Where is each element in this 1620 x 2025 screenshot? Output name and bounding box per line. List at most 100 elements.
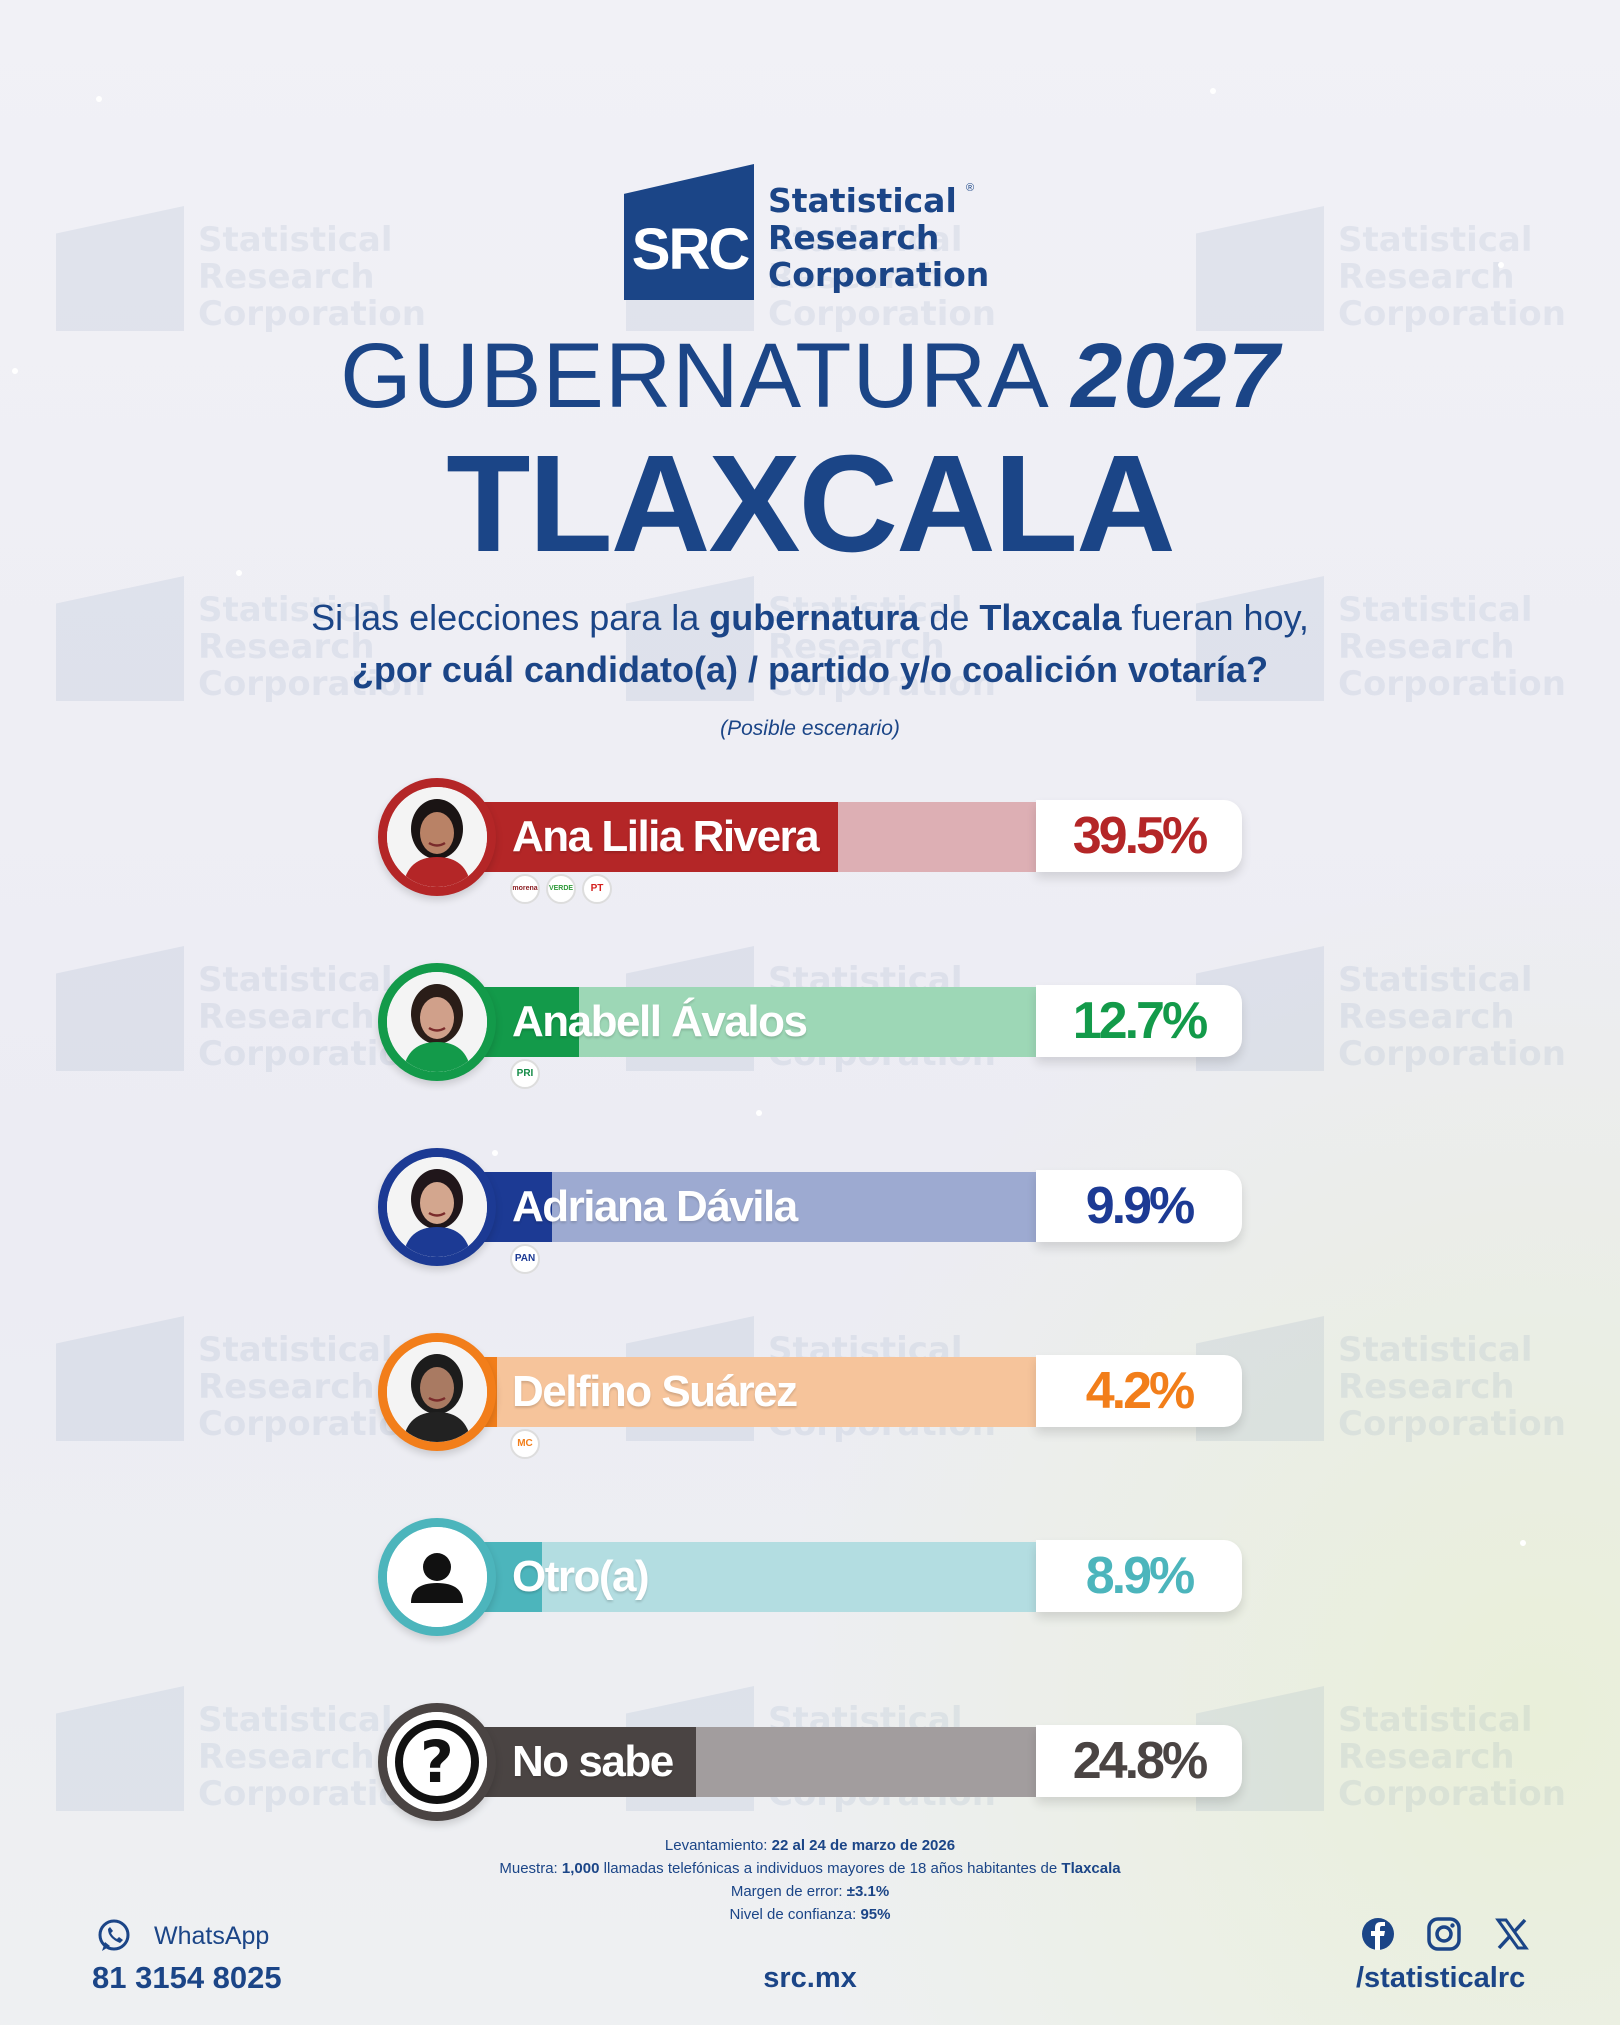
whatsapp-label[interactable]: WhatsApp [154, 1922, 270, 1950]
data-label-otro-a: 8.9% [1085, 1547, 1196, 1605]
sparkle-dot [96, 96, 102, 102]
bar-row-delfino-suarez: 4.2% Delfino Suárez MC [376, 1315, 1246, 1459]
bar-row-no-sabe: 24.8% No sabe? [376, 1685, 1246, 1821]
scenario-note: (Posible escenario) [720, 717, 900, 740]
sample-text: llamadas telefónicas a individuos mayore… [599, 1860, 1062, 1877]
sample-line: Muestra: 1,000 llamadas telefónicas a in… [0, 1857, 1620, 1880]
category-label-ana-lilia-rivera: Ana Lilia Rivera [512, 812, 820, 861]
data-label-anabell-avalos: 12.7% [1072, 992, 1208, 1050]
sparkle-dot [1210, 88, 1216, 94]
bar-track [456, 1357, 1036, 1427]
sample-place: Tlaxcala [1061, 1860, 1121, 1877]
margin-value: ±3.1% [846, 1883, 890, 1900]
party-logo-mc: MC [510, 1429, 540, 1459]
sparkle-dot [1520, 1540, 1526, 1546]
methodology-note: Levantamiento: 22 al 24 de marzo de 2026… [0, 1834, 1620, 1926]
category-label-adriana-davila: Adriana Dávila [512, 1182, 798, 1231]
data-label-no-sabe: 24.8% [1072, 1732, 1208, 1790]
bar-row-adriana-davila: 9.9% Adriana Dávila PAN [376, 1130, 1246, 1274]
brand-watermark: Statistical Research Corporation [1196, 946, 1566, 1076]
instagram-icon[interactable] [1426, 1916, 1462, 1952]
brand-watermark: Statistical Research Corporation [56, 1316, 426, 1446]
party-logo-pt: PT [582, 874, 612, 904]
logo-wordmark: Statistical Research Corporation [768, 182, 989, 293]
website-link[interactable]: src.mx [763, 1962, 857, 1994]
brand-watermark: Statistical Research Corporation [56, 946, 426, 1076]
survey-question: Si las elecciones para la gubernatura de… [0, 592, 1620, 696]
candidate-avatar [378, 778, 496, 896]
candidate-avatar [378, 1148, 496, 1266]
party-logo-pri: PRI [510, 1059, 540, 1089]
party-logo-verde: VERDE [546, 874, 576, 904]
person-icon [387, 1527, 487, 1627]
value-box: 8.9% [1036, 1540, 1242, 1612]
bar-track [456, 1542, 1036, 1612]
registered-mark: ® [966, 182, 975, 194]
sparkle-dot [1498, 262, 1504, 268]
q-text-d: Tlaxcala [979, 597, 1122, 638]
bar-ana-lilia-rivera [456, 802, 838, 872]
bar-row-otro-a: 8.9% Otro(a) [376, 1500, 1246, 1636]
confidence-line: Nivel de confianza: 95% [0, 1903, 1620, 1926]
candidate-avatar [378, 1333, 496, 1451]
fieldwork-line: Levantamiento: 22 al 24 de marzo de 2026 [0, 1834, 1620, 1857]
q-text-b: gubernatura [709, 597, 920, 638]
candidate-photo-icon [387, 972, 487, 1072]
logo-line-2: Research [768, 218, 940, 257]
party-logo-morena: morena [510, 874, 540, 904]
category-label-delfino-suarez: Delfino Suárez [512, 1367, 798, 1416]
value-box: 39.5% [1036, 800, 1242, 872]
question-line-1: Si las elecciones para la gubernatura de… [0, 592, 1620, 644]
avatar: ? [378, 1703, 496, 1821]
logo-line-3: Corporation [768, 255, 990, 294]
data-label-delfino-suarez: 4.2% [1085, 1362, 1196, 1420]
brand-watermark: Statistical Research Corporation [1196, 1686, 1566, 1816]
logo-mark-text: SRC [631, 217, 750, 282]
margin-line: Margen de error: ±3.1% [0, 1880, 1620, 1903]
sample-label: Muestra: [499, 1860, 562, 1877]
bar-row-ana-lilia-rivera: 39.5% Ana Lilia Rivera morena VERDE PT [376, 760, 1246, 904]
x-icon[interactable] [1494, 1916, 1530, 1952]
title-prefix: GUBERNATURA [340, 325, 1045, 427]
category-label-anabell-avalos: Anabell Ávalos [512, 997, 808, 1046]
bar-track [456, 1172, 1036, 1242]
facebook-icon[interactable] [1360, 1916, 1396, 1952]
bar-row-anabell-avalos: 12.7% Anabell Ávalos PRI [376, 945, 1246, 1089]
sparkle-dot [756, 1110, 762, 1116]
candidate-avatar [378, 963, 496, 1081]
confidence-value: 95% [860, 1906, 891, 1923]
brand-watermark: Statistical Research Corporation [56, 1686, 426, 1816]
question-mark-icon: ? [387, 1712, 487, 1812]
category-label-no-sabe: No sabe [512, 1737, 674, 1786]
value-box: 9.9% [1036, 1170, 1242, 1242]
question-line-2: ¿por cuál candidato(a) / partido y/o coa… [351, 649, 1269, 690]
brand-watermark: Statistical Research Corporation [1196, 1316, 1566, 1446]
q-text-a: Si las elecciones para la [311, 597, 710, 638]
avatar [378, 1518, 496, 1636]
data-label-adriana-davila: 9.9% [1085, 1177, 1196, 1235]
candidate-photo-icon [387, 1342, 487, 1442]
confidence-label: Nivel de confianza: [729, 1906, 861, 1923]
q-text-e: fueran hoy, [1121, 597, 1309, 638]
value-box: 24.8% [1036, 1725, 1242, 1797]
src-logo: SRC Statistical Research Corporation ® [624, 164, 1004, 304]
title-year: 2027 [1071, 325, 1280, 427]
whatsapp-number[interactable]: 81 3154 8025 [92, 1960, 282, 1995]
brand-watermark: Statistical Research Corporation [1196, 206, 1566, 336]
candidate-photo-icon [387, 787, 487, 887]
data-label-ana-lilia-rivera: 39.5% [1072, 807, 1208, 865]
state-title: TLAXCALA [446, 427, 1176, 581]
fieldwork-label: Levantamiento: [664, 1837, 772, 1854]
candidate-photo-icon [387, 1157, 487, 1257]
social-handle[interactable]: /statisticalrc [1356, 1962, 1526, 1994]
category-label-otro-a: Otro(a) [512, 1552, 650, 1601]
party-logo-pan: PAN [510, 1244, 540, 1274]
fieldwork-value: 22 al 24 de marzo de 2026 [771, 1837, 956, 1854]
svg-text:?: ? [420, 1728, 454, 1796]
margin-label: Margen de error: [730, 1883, 847, 1900]
value-box: 12.7% [1036, 985, 1242, 1057]
whatsapp-icon[interactable] [96, 1918, 132, 1954]
page-title: GUBERNATURA 2027 [0, 326, 1620, 426]
q-text-c: de [919, 597, 980, 638]
brand-watermark: Statistical Research Corporation [56, 206, 426, 336]
